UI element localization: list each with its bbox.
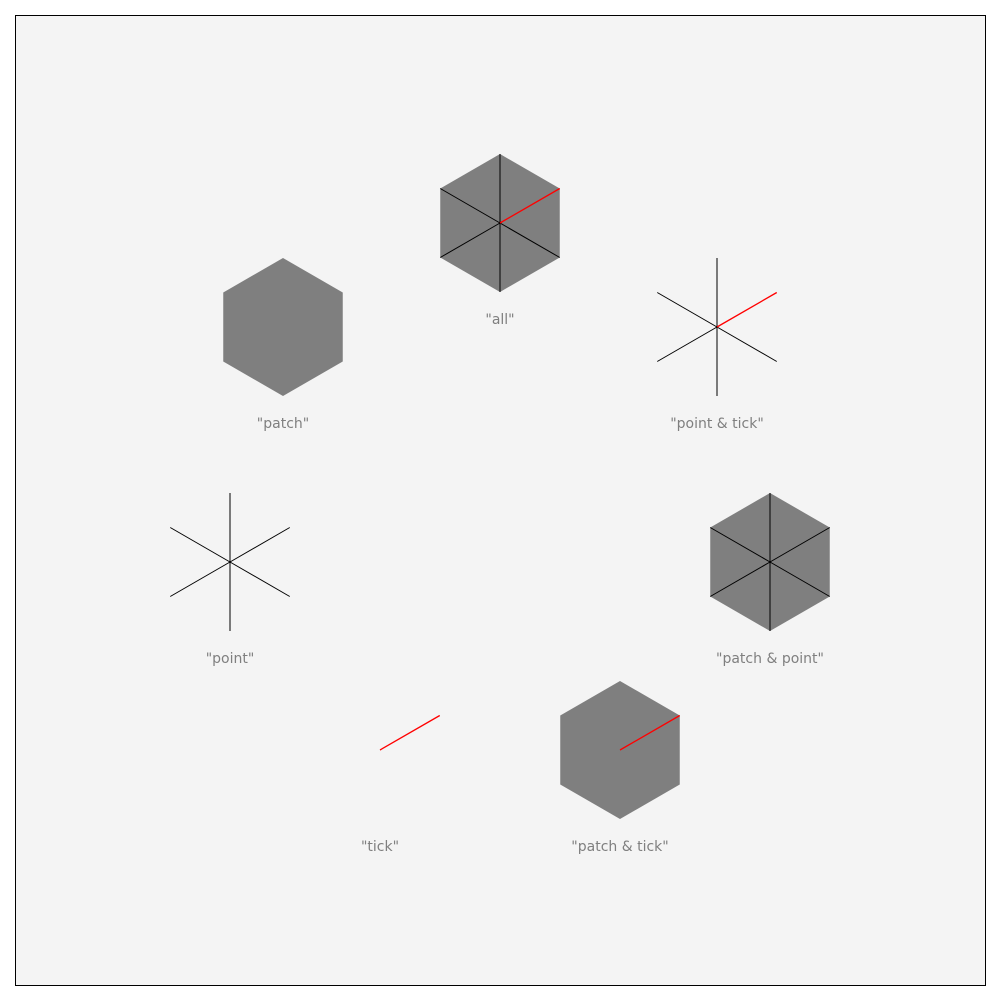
- variant-patch: "patch": [223, 258, 343, 432]
- variant-point-tick: "point & tick": [656, 258, 778, 432]
- variants-layer: "all" "patch" "point & tick" "point" "patch …: [169, 154, 831, 855]
- point-spoke: [656, 326, 718, 362]
- variant-caption: "point & tick": [670, 416, 764, 432]
- point-spoke: [169, 561, 231, 597]
- variant-point: "point": [169, 493, 291, 667]
- tick-line: [716, 291, 778, 328]
- tick-line: [619, 714, 681, 751]
- tick-line: [499, 187, 561, 224]
- point-spoke: [656, 292, 718, 328]
- variant-caption: "all": [485, 312, 514, 328]
- point-spoke: [169, 527, 231, 563]
- point-spoke: [769, 527, 831, 563]
- point-spoke: [499, 222, 561, 258]
- variant-patch-point: "patch & point": [709, 493, 831, 667]
- tick-line: [379, 714, 441, 751]
- variant-caption: "patch & point": [716, 651, 824, 667]
- point-spoke: [229, 561, 291, 597]
- point-spoke: [229, 527, 291, 563]
- point-spoke: [439, 188, 501, 224]
- point-spoke: [439, 222, 501, 258]
- point-spoke: [769, 561, 831, 597]
- point-spoke: [716, 326, 778, 362]
- variant-caption: "point": [206, 651, 255, 667]
- point-spoke: [709, 561, 771, 597]
- variant-caption: "patch & tick": [571, 839, 668, 855]
- variant-caption: "patch": [257, 416, 309, 432]
- hexagon-patch: [223, 258, 343, 396]
- variant-tick: "tick": [361, 714, 441, 855]
- variant-patch-tick: "patch & tick": [560, 681, 681, 855]
- variant-caption: "tick": [361, 839, 399, 855]
- variant-all: "all": [439, 154, 561, 328]
- point-spoke: [709, 527, 771, 563]
